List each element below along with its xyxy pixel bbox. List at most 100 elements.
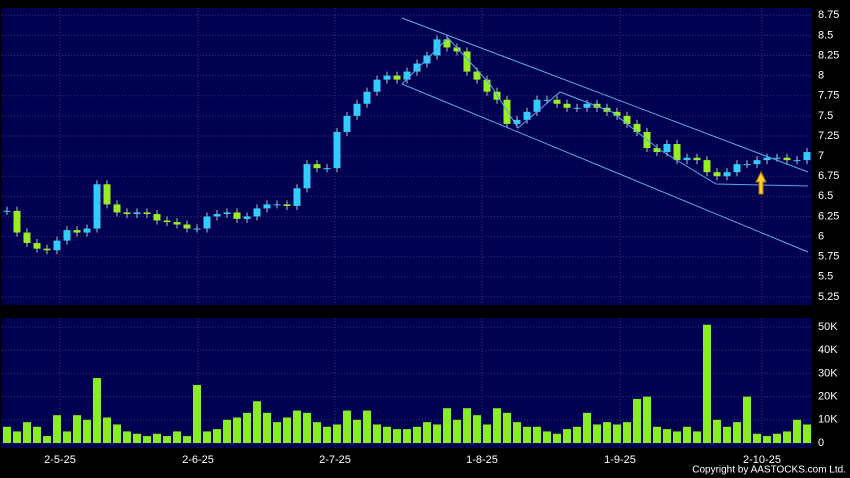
trend-line [401, 17, 809, 173]
candle-body [463, 51, 471, 72]
candle-body [83, 228, 91, 233]
candle-body [23, 232, 31, 244]
candle-body [763, 157, 771, 161]
candle-body [183, 224, 191, 229]
y-tick-label: 50K [818, 321, 838, 333]
candle-body [703, 160, 711, 173]
candle-body [503, 99, 511, 124]
candle-body [33, 243, 41, 249]
volume-bar [33, 426, 41, 444]
volume-bar [513, 422, 521, 444]
volume-bar [123, 431, 131, 444]
volume-bar [483, 424, 491, 444]
candle-body [753, 160, 761, 165]
y-tick-label: 7.5 [818, 110, 833, 122]
volume-bar [303, 412, 311, 444]
candle-body [453, 47, 461, 52]
candle-body [193, 228, 201, 230]
candle-body [793, 160, 801, 162]
y-tick-label: 8.75 [818, 9, 839, 21]
volume-bar [173, 431, 181, 444]
volume-bar [563, 429, 571, 444]
trend-lines [401, 17, 809, 253]
y-tick-label: 10K [818, 414, 838, 426]
volume-bar [83, 419, 91, 444]
candle-body [73, 230, 81, 233]
volume-bar [113, 424, 121, 444]
candle-body [313, 164, 321, 169]
volume-panel [2, 318, 812, 448]
candle-body [373, 79, 381, 92]
volume-bar [773, 433, 781, 444]
candle-body [43, 248, 51, 251]
volume-bar [223, 419, 231, 444]
volume-bar [3, 426, 11, 444]
volume-bar [713, 419, 721, 444]
volume-bar [253, 401, 261, 444]
y-tick-label: 8 [818, 70, 824, 82]
candle-body [323, 168, 331, 170]
wave-line [401, 37, 809, 187]
candle-body [233, 212, 241, 219]
candle-body [583, 103, 591, 108]
volume-bar [53, 415, 61, 444]
candle-body [203, 216, 211, 229]
volume-bar [263, 412, 271, 444]
volume-bar [633, 398, 641, 444]
volume-bar [423, 422, 431, 444]
volume-bar [143, 436, 151, 444]
candle-body [483, 79, 491, 92]
y-tick-label: 30K [818, 367, 838, 379]
volume-bar [13, 431, 21, 444]
candle-body [563, 103, 571, 108]
y-tick-label: 7.75 [818, 90, 839, 102]
volume-bar [213, 429, 221, 444]
candle-body [403, 71, 411, 80]
volume-bar [183, 436, 191, 444]
volume-bar [233, 417, 241, 444]
candle-body [383, 75, 391, 80]
candle-body [663, 144, 671, 153]
y-tick-label: 20K [818, 391, 838, 403]
y-tick-label: 5.75 [818, 251, 839, 263]
x-tick-label: 2-7-25 [319, 454, 351, 466]
y-tick-label: 7 [818, 150, 824, 162]
x-tick-label: 2-6-25 [182, 454, 214, 466]
y-tick-label: 6.25 [818, 210, 839, 222]
volume-bar [663, 429, 671, 444]
x-tick-label: 2-5-25 [44, 454, 76, 466]
candle-body [243, 216, 251, 219]
candle-body [133, 212, 141, 215]
volume-bar [673, 431, 681, 444]
volume-bar [153, 433, 161, 444]
volume-bar [683, 426, 691, 444]
candle-body [283, 204, 291, 206]
candle-body [713, 172, 721, 177]
candle-body [343, 115, 351, 132]
y-tick-label: 40K [818, 344, 838, 356]
candle-body [353, 103, 361, 116]
candle-body [93, 184, 101, 229]
volume-bar [703, 324, 711, 444]
volume-bar [283, 417, 291, 444]
candle-body [613, 111, 621, 116]
copyright: Copyright by AASTOCKS.com Ltd. [692, 465, 846, 476]
candle-body [473, 71, 481, 80]
candle-body [783, 157, 791, 161]
volume-bar [753, 433, 761, 444]
y-tick-label: 7.25 [818, 130, 839, 142]
volume-bar [573, 426, 581, 444]
candle-body [413, 63, 421, 72]
x-tick-label: 2-10-25 [743, 454, 781, 466]
candle-body [653, 148, 661, 153]
volume-bar [463, 408, 471, 444]
candle-body [213, 214, 221, 217]
candle-body [113, 204, 121, 213]
x-tick-label: 1-9-25 [604, 454, 636, 466]
volume-bar [653, 426, 661, 444]
candle-body [533, 99, 541, 112]
candle-body [433, 39, 441, 56]
volume-bar [723, 426, 731, 444]
candle-body [633, 123, 641, 132]
